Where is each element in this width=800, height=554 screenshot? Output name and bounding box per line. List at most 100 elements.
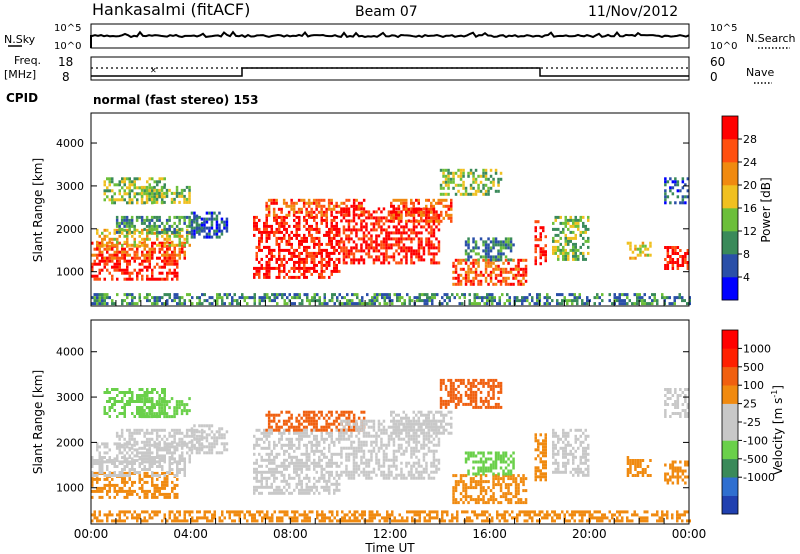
- velocity-cell: [285, 464, 288, 468]
- power-cell: [173, 262, 176, 266]
- velocity-cell: [370, 443, 373, 447]
- velocity-cell: [280, 470, 283, 474]
- velocity-cell: [295, 437, 298, 441]
- power-cell: [183, 302, 186, 306]
- velocity-cell: [300, 422, 303, 426]
- power-cell: [151, 177, 154, 181]
- velocity-cell: [148, 448, 151, 452]
- power-cell: [195, 230, 199, 234]
- power-cell: [666, 246, 670, 249]
- velocity-cell: [118, 448, 121, 452]
- velocity-cell: [255, 458, 258, 462]
- power-cell: [679, 264, 682, 267]
- power-cell: [440, 198, 443, 202]
- power-cell: [275, 201, 278, 205]
- power-cell: [133, 250, 136, 254]
- velocity-cell: [430, 476, 433, 480]
- velocity-cell: [310, 449, 313, 453]
- velocity-cell: [410, 467, 413, 471]
- velocity-cell: [280, 461, 283, 465]
- power-cell: [492, 183, 495, 187]
- velocity-cell: [415, 431, 418, 435]
- power-cell: [151, 268, 154, 272]
- power-cell: [258, 236, 261, 240]
- power-cell: [417, 222, 421, 226]
- velocity-cell: [320, 452, 323, 456]
- power-cell: [428, 296, 431, 300]
- nsearch-tick-bottom: 10^0: [710, 41, 737, 52]
- velocity-cell: [295, 482, 298, 486]
- power-cell: [121, 271, 124, 275]
- power-cell: [544, 259, 547, 263]
- power-cell: [370, 240, 373, 244]
- velocity-cell: [176, 468, 179, 471]
- power-cell: [111, 180, 114, 184]
- power-cell: [115, 218, 119, 222]
- velocity-cell: [113, 495, 116, 499]
- velocity-cell: [275, 464, 278, 468]
- velocity-cell: [130, 434, 134, 438]
- velocity-cell: [223, 445, 226, 449]
- velocity-cell: [168, 471, 171, 474]
- power-cell: [255, 272, 258, 276]
- power-cell: [507, 246, 510, 250]
- power-cell: [308, 215, 311, 219]
- velocity-cell: [308, 491, 311, 495]
- velocity-cell: [302, 425, 306, 429]
- power-cell: [151, 186, 154, 190]
- velocity-cell: [176, 483, 179, 487]
- power-cell: [443, 299, 446, 303]
- power-cell: [318, 272, 321, 276]
- velocity-cell: [318, 440, 321, 444]
- power-cell: [395, 231, 398, 235]
- power-cell: [93, 253, 96, 257]
- power-cell: [390, 255, 393, 259]
- velocity-cell: [128, 403, 131, 406]
- power-cell: [593, 302, 596, 306]
- velocity-cell: [362, 452, 366, 456]
- power-cell: [407, 249, 411, 253]
- power-cell: [200, 223, 204, 227]
- power-cell: [203, 235, 206, 239]
- power-cell: [373, 293, 376, 297]
- power-cell: [686, 177, 690, 181]
- velocity-cell: [258, 428, 261, 432]
- power-cell: [335, 263, 338, 267]
- velocity-cell: [352, 413, 356, 417]
- velocity-cell: [340, 410, 343, 414]
- velocity-cell: [166, 483, 169, 487]
- velocity-cell: [315, 485, 318, 489]
- power-cell: [684, 195, 687, 199]
- power-cell: [360, 228, 363, 232]
- power-cell: [123, 218, 126, 222]
- velocity-cell: [305, 428, 308, 432]
- power-cell: [487, 243, 490, 247]
- power-cell: [509, 282, 513, 286]
- power-cell: [113, 198, 116, 202]
- velocity-cell: [280, 434, 283, 438]
- velocity-cell: [173, 460, 176, 464]
- velocity-cell: [203, 451, 206, 455]
- power-cell: [432, 204, 435, 208]
- velocity-cell: [425, 434, 428, 438]
- power-cell: [290, 204, 293, 208]
- power-cell: [462, 186, 465, 190]
- power-cell: [168, 296, 171, 300]
- power-cell: [656, 299, 659, 303]
- power-cell: [462, 258, 465, 262]
- velocity-cell: [372, 446, 376, 450]
- power-cell: [333, 236, 336, 240]
- velocity-cell: [287, 428, 291, 432]
- power-cell: [141, 262, 144, 266]
- power-cell: [218, 229, 221, 233]
- velocity-cell: [153, 388, 156, 391]
- power-cell: [318, 248, 321, 252]
- velocity-cell: [395, 458, 398, 462]
- velocity-cell: [395, 425, 398, 429]
- power-cell: [402, 246, 406, 250]
- power-cell: [355, 204, 358, 208]
- power-cell: [338, 293, 341, 297]
- power-cell: [316, 299, 319, 303]
- power-cell: [474, 189, 478, 193]
- power-cell: [464, 270, 468, 274]
